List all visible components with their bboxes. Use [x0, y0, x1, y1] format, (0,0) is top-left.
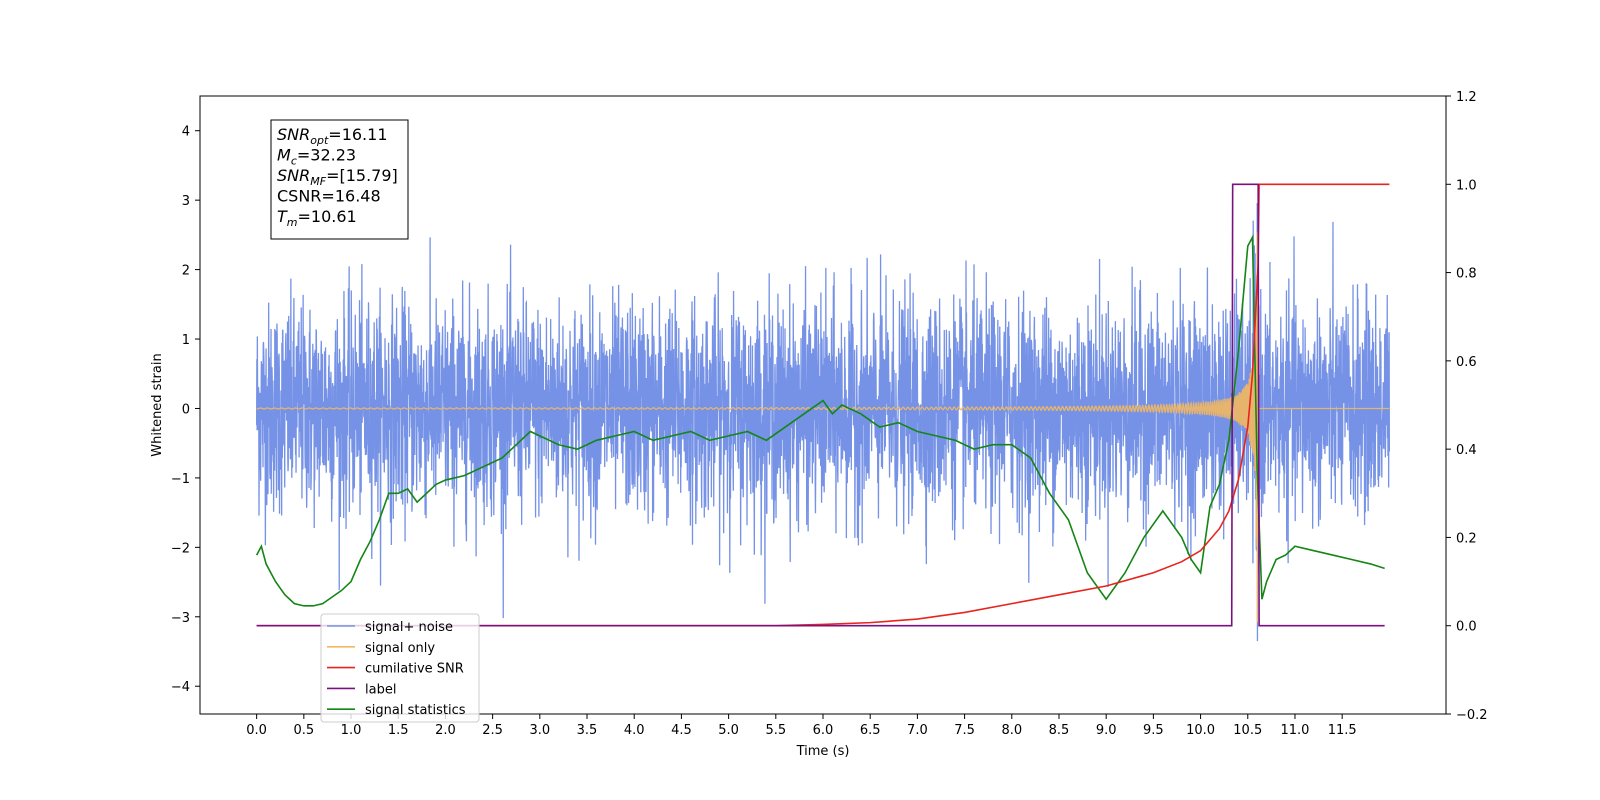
- legend-frame: [320, 613, 480, 723]
- right-y-tick-label: 0.2: [1456, 531, 1477, 546]
- series-line-cumulative-snr: [256, 183, 1390, 627]
- series-layer: [255, 183, 1390, 627]
- legend-entry: label: [365, 682, 396, 697]
- x-axis-ticks: 0.0 0.5 1.0 1.5 2.0 2.5 3.0 3.5 4.0 4.5 5.0 5.5 6.0 6…: [246, 714, 1357, 738]
- right-y-tick-label: 0.6: [1456, 355, 1477, 370]
- x-tick-label: 1.0: [341, 723, 362, 738]
- legend-entry: signal statistics: [365, 703, 466, 718]
- legend-entry: cumilative SNR: [365, 662, 464, 677]
- series-line-signal-statistics: [255, 234, 1385, 607]
- annotation-frame: [270, 119, 409, 240]
- x-tick-label: 4.5: [671, 723, 692, 738]
- annotation-line: SNRMF=[15.79]: [277, 166, 398, 188]
- x-tick-label: 4.0: [624, 723, 645, 738]
- left-y-tick-label: −4: [171, 680, 190, 695]
- right-y-tick-label: 1.0: [1456, 178, 1477, 193]
- x-axis-label: Time (s): [796, 744, 850, 759]
- x-tick-label: 3.0: [529, 723, 550, 738]
- x-tick-label: 2.5: [482, 723, 503, 738]
- legend: signal+ noise signal only cumilative SNR la…: [320, 613, 480, 723]
- x-tick-label: 8.0: [1001, 723, 1022, 738]
- x-tick-label: 6.0: [813, 723, 834, 738]
- annotation-line: SNRopt=16.11: [277, 125, 388, 147]
- x-tick-label: 6.5: [860, 723, 881, 738]
- annotation-box: SNRopt=16.11Mc=32.23SNRMF=[15.79]CSNR=16…: [270, 119, 409, 240]
- x-tick-label: 11.5: [1328, 723, 1357, 738]
- right-y-axis-ticks: 1.2 1.0 0.8 0.6 0.4 0.2 0.0 −0.2: [1446, 90, 1488, 723]
- right-y-tick-label: 1.2: [1456, 90, 1477, 105]
- left-y-tick-label: 1: [182, 333, 190, 348]
- annotation-line: CSNR=16.48: [277, 187, 381, 206]
- left-y-tick-label: −1: [171, 472, 190, 487]
- legend-entry: signal+ noise: [365, 620, 453, 635]
- annotation-line: Mc=32.23: [277, 146, 356, 168]
- left-y-tick-label: 3: [182, 194, 190, 209]
- y-axis-label: Whitened strain: [150, 353, 165, 456]
- left-y-tick-label: 2: [182, 264, 190, 279]
- right-y-tick-label: 0.0: [1456, 620, 1477, 635]
- annotation-line: Tm=10.61: [277, 207, 357, 229]
- x-tick-label: 7.0: [907, 723, 928, 738]
- x-tick-label: 8.5: [1049, 723, 1070, 738]
- left-y-tick-label: −2: [171, 541, 190, 556]
- right-y-tick-label: −0.2: [1456, 708, 1488, 723]
- left-y-tick-label: 0: [182, 402, 190, 417]
- x-tick-label: 5.5: [765, 723, 786, 738]
- series-line-signal-only: [256, 231, 1390, 623]
- x-tick-label: 3.5: [577, 723, 598, 738]
- x-tick-label: 0.0: [246, 723, 267, 738]
- legend-entry: signal only: [365, 641, 435, 656]
- x-tick-label: 9.0: [1096, 723, 1117, 738]
- right-y-tick-label: 0.8: [1456, 267, 1477, 282]
- noise-series-layer: [255, 203, 1391, 642]
- left-y-axis-ticks: 4 3 2 1 0 −1 −2 −3 −4: [171, 125, 200, 695]
- x-tick-label: 11.0: [1280, 723, 1309, 738]
- x-tick-label: 0.5: [293, 723, 314, 738]
- right-y-tick-label: 0.4: [1456, 443, 1477, 458]
- x-tick-label: 5.0: [718, 723, 739, 738]
- x-tick-label: 9.5: [1143, 723, 1164, 738]
- x-tick-label: 10.5: [1233, 723, 1262, 738]
- left-y-tick-label: 4: [182, 125, 190, 140]
- x-tick-label: 1.5: [388, 723, 409, 738]
- left-y-tick-label: −3: [171, 611, 190, 626]
- x-tick-label: 2.0: [435, 723, 456, 738]
- x-tick-label: 10.0: [1186, 723, 1215, 738]
- series-line-signal-noise: [255, 203, 1391, 642]
- series-line-label: [256, 183, 1385, 627]
- x-tick-label: 7.5: [954, 723, 975, 738]
